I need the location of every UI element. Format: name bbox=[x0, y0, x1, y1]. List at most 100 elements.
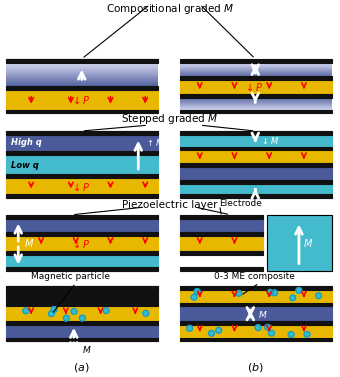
Text: $M$: $M$ bbox=[24, 237, 34, 249]
Bar bbox=[6, 86, 158, 87]
Bar bbox=[6, 232, 158, 236]
Bar bbox=[180, 75, 332, 76]
Bar bbox=[180, 149, 332, 165]
Bar bbox=[6, 337, 158, 342]
Bar bbox=[6, 68, 158, 69]
Bar bbox=[6, 70, 158, 71]
Bar bbox=[6, 63, 158, 64]
Circle shape bbox=[71, 308, 77, 314]
Bar bbox=[180, 286, 332, 305]
Bar bbox=[180, 95, 332, 96]
Bar bbox=[180, 73, 332, 74]
Bar bbox=[6, 82, 158, 83]
Circle shape bbox=[236, 290, 242, 296]
Bar bbox=[6, 74, 158, 75]
Bar bbox=[180, 100, 332, 101]
Bar bbox=[180, 180, 332, 184]
Bar bbox=[180, 97, 332, 98]
Text: Piezoelectric layer: Piezoelectric layer bbox=[122, 200, 218, 210]
Bar bbox=[180, 74, 332, 75]
Bar bbox=[180, 107, 332, 108]
Bar bbox=[6, 286, 158, 305]
Text: $\downarrow P$: $\downarrow P$ bbox=[71, 239, 91, 250]
Bar bbox=[6, 72, 158, 74]
Bar bbox=[180, 98, 332, 99]
Bar bbox=[180, 74, 332, 75]
Bar bbox=[180, 99, 332, 100]
Bar bbox=[6, 110, 158, 113]
Circle shape bbox=[255, 325, 261, 331]
Bar bbox=[180, 267, 263, 271]
Bar bbox=[6, 60, 158, 61]
Bar bbox=[180, 109, 332, 110]
Bar bbox=[6, 152, 158, 155]
Circle shape bbox=[316, 293, 322, 299]
Circle shape bbox=[290, 295, 296, 301]
Circle shape bbox=[80, 315, 85, 321]
Bar bbox=[180, 78, 332, 96]
Bar bbox=[180, 105, 332, 106]
Bar bbox=[180, 72, 332, 73]
Circle shape bbox=[272, 290, 277, 296]
Bar bbox=[6, 302, 158, 307]
Bar bbox=[180, 64, 332, 65]
Bar bbox=[6, 131, 158, 135]
Text: $(b)$: $(b)$ bbox=[247, 361, 264, 374]
Bar bbox=[6, 321, 158, 325]
Bar bbox=[6, 215, 158, 219]
Bar bbox=[6, 77, 158, 78]
Bar bbox=[6, 60, 158, 61]
Bar bbox=[180, 102, 332, 103]
Circle shape bbox=[269, 330, 274, 336]
Circle shape bbox=[191, 294, 197, 300]
Text: $M$: $M$ bbox=[82, 344, 91, 355]
Bar bbox=[6, 59, 158, 63]
Bar bbox=[180, 100, 332, 101]
Text: $\downarrow P$: $\downarrow P$ bbox=[244, 81, 264, 93]
Bar bbox=[6, 69, 158, 70]
Bar bbox=[180, 251, 263, 255]
Bar bbox=[6, 323, 158, 342]
Text: $\uparrow M$: $\uparrow M$ bbox=[145, 137, 165, 148]
Bar bbox=[180, 106, 332, 107]
Bar bbox=[180, 112, 332, 113]
Circle shape bbox=[23, 308, 29, 314]
Bar bbox=[180, 59, 332, 63]
Bar bbox=[6, 64, 158, 65]
Bar bbox=[180, 60, 332, 61]
Bar bbox=[6, 71, 158, 72]
Text: $\downarrow P$: $\downarrow P$ bbox=[71, 182, 91, 193]
Text: High q: High q bbox=[11, 138, 42, 147]
Bar bbox=[180, 67, 332, 68]
Bar bbox=[180, 194, 332, 198]
Bar bbox=[180, 71, 332, 72]
Bar bbox=[6, 61, 158, 62]
Text: $M$: $M$ bbox=[303, 237, 313, 249]
Bar bbox=[267, 215, 332, 271]
Bar bbox=[180, 98, 332, 100]
Circle shape bbox=[194, 289, 200, 294]
Bar bbox=[6, 216, 158, 234]
Bar bbox=[180, 131, 332, 135]
Bar bbox=[6, 194, 158, 198]
Bar bbox=[180, 110, 332, 113]
Bar bbox=[180, 100, 332, 101]
Circle shape bbox=[304, 331, 310, 337]
Text: $M$: $M$ bbox=[258, 309, 268, 320]
Text: Magnetic particle: Magnetic particle bbox=[31, 272, 110, 281]
Bar bbox=[6, 76, 158, 77]
Text: Low q: Low q bbox=[11, 161, 39, 170]
Bar bbox=[6, 85, 158, 86]
Bar bbox=[180, 74, 332, 75]
Bar bbox=[6, 305, 158, 323]
Bar bbox=[180, 111, 332, 112]
Text: $\downarrow M$: $\downarrow M$ bbox=[260, 135, 279, 146]
Bar bbox=[180, 104, 332, 105]
Bar bbox=[6, 286, 158, 290]
Bar bbox=[6, 63, 158, 64]
Bar bbox=[180, 109, 332, 110]
Bar bbox=[6, 176, 158, 198]
Bar bbox=[6, 80, 158, 81]
Bar bbox=[6, 81, 158, 82]
Text: 0-3 ME composite: 0-3 ME composite bbox=[214, 272, 295, 281]
